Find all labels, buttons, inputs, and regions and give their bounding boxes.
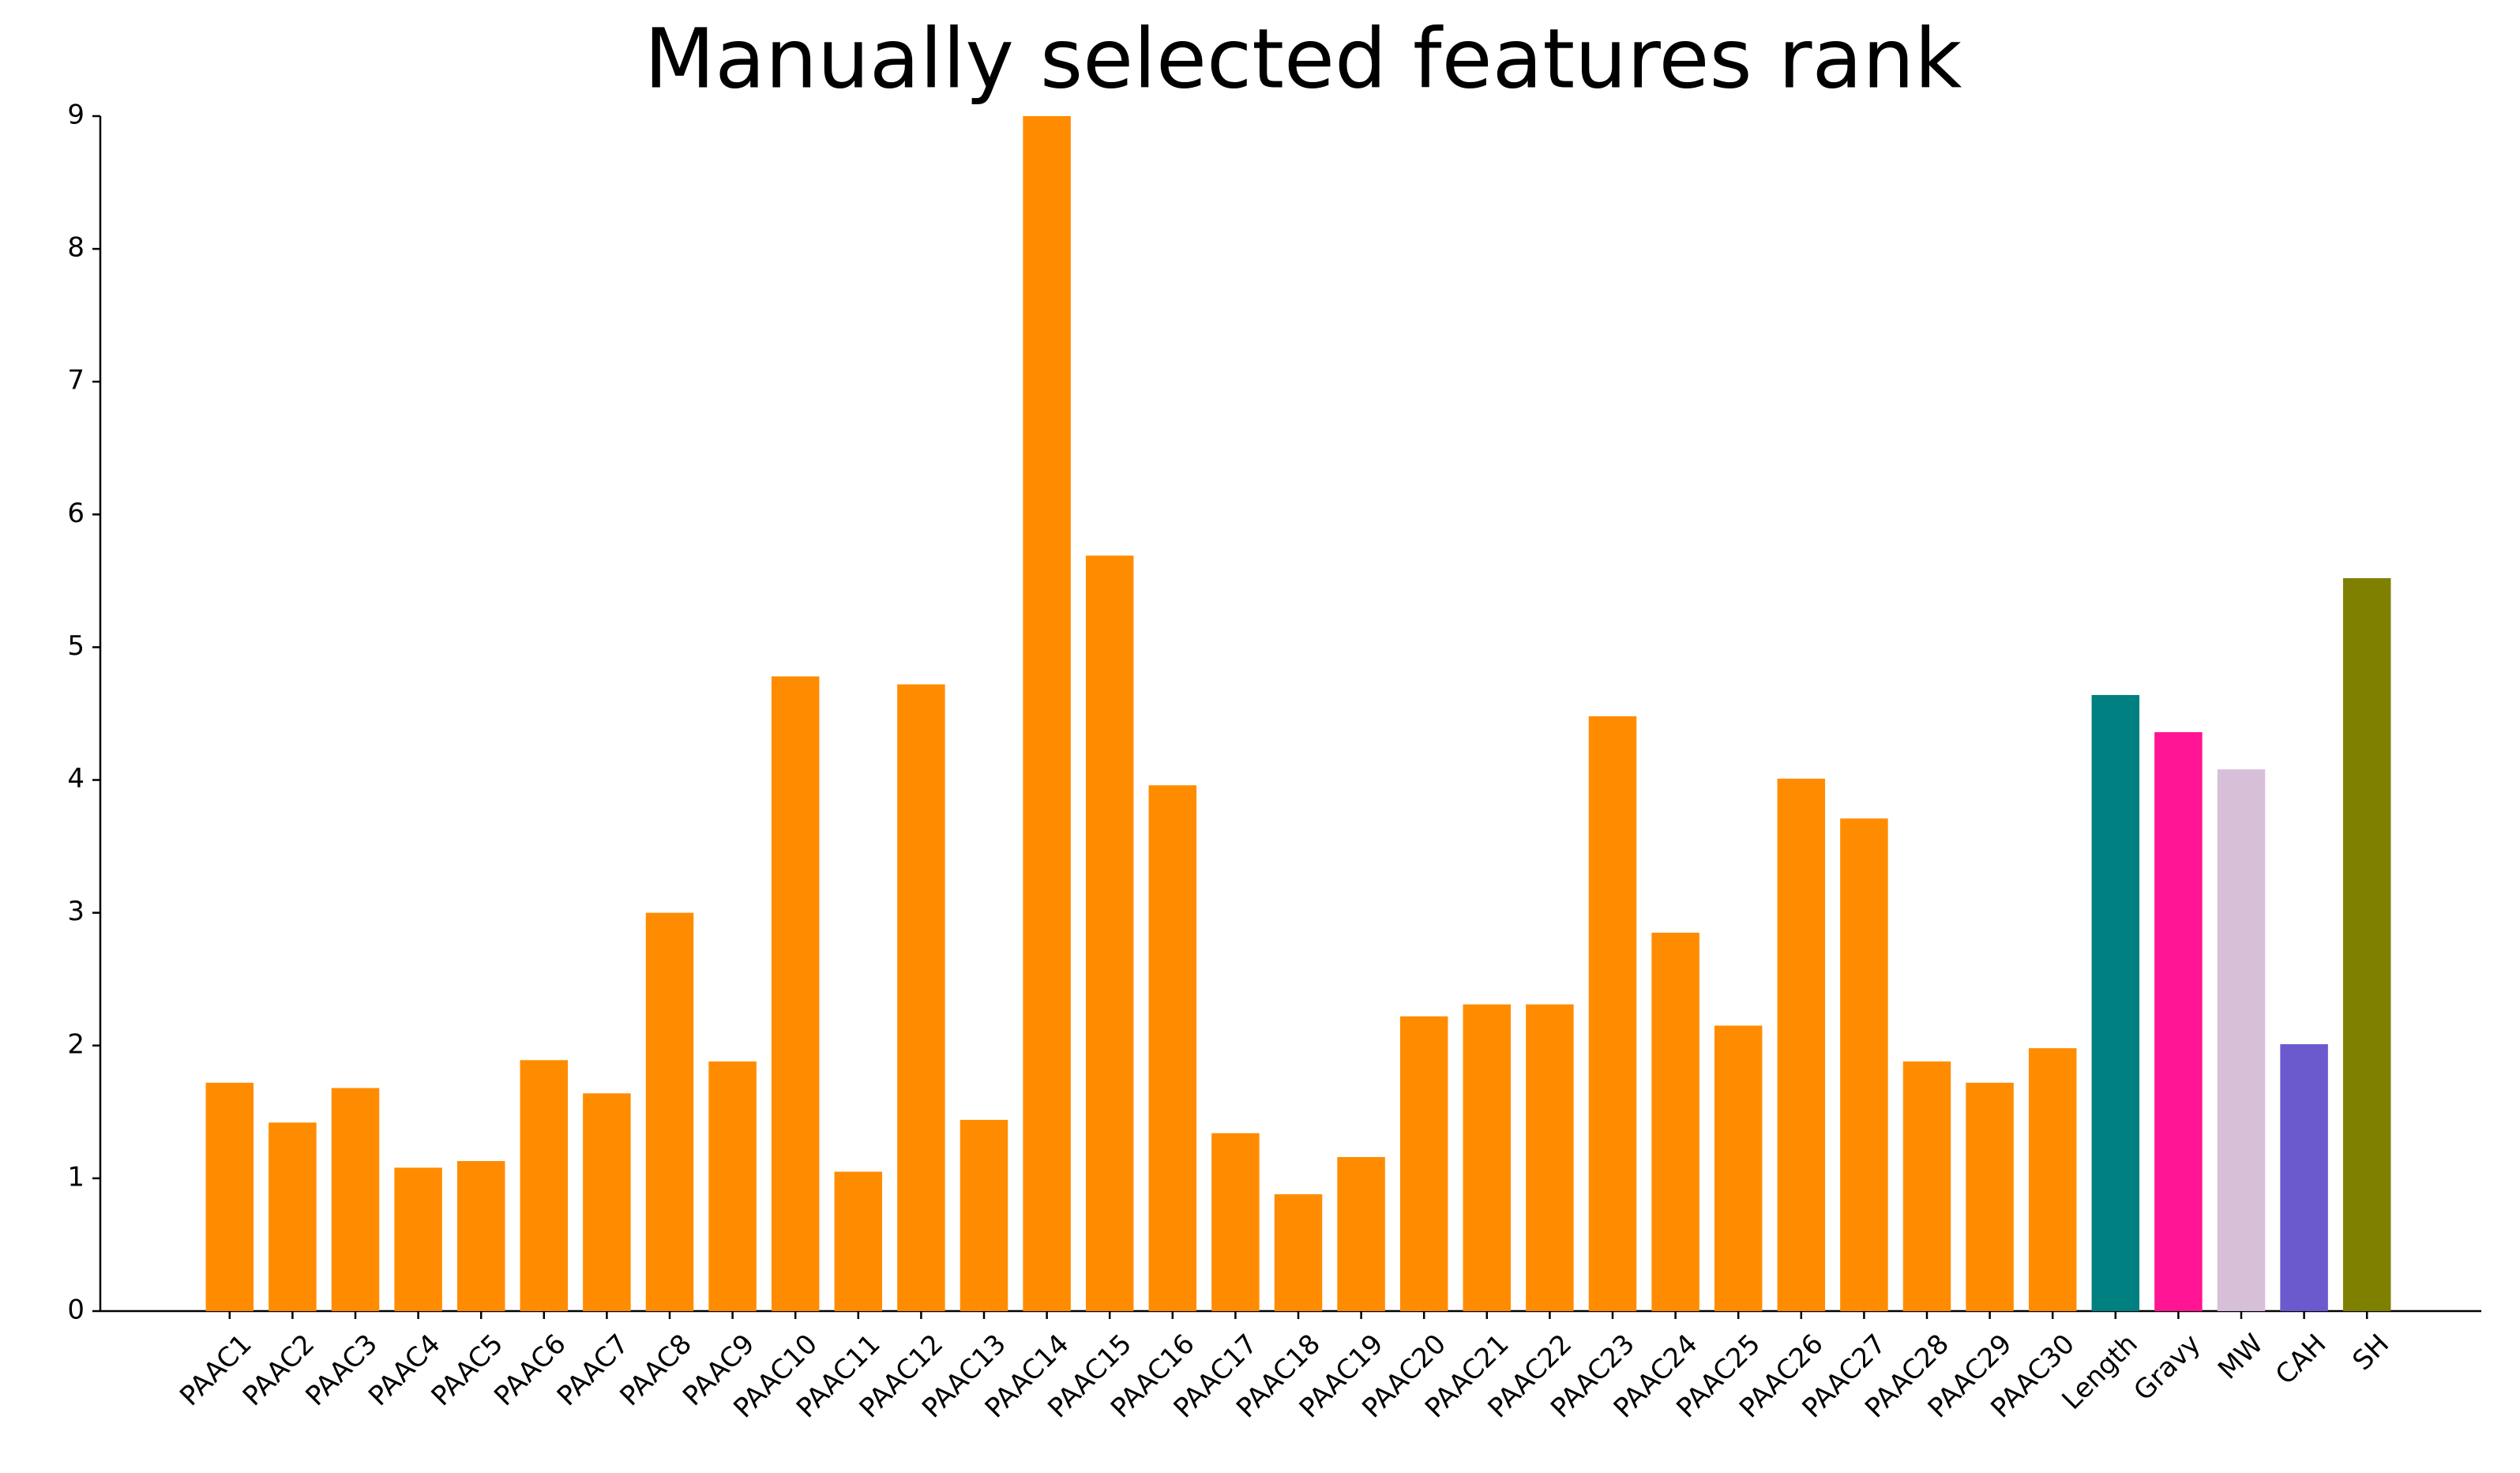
bar: [1148, 785, 1197, 1311]
bar: [2091, 694, 2140, 1311]
bar: [1526, 1004, 1574, 1311]
bar: [1714, 1025, 1763, 1311]
x-tick-label: PAAC6: [488, 1328, 572, 1412]
bar: [1399, 1016, 1448, 1311]
bar: [1777, 778, 1826, 1311]
y-tick-label: 5: [67, 630, 85, 662]
bar: [1588, 716, 1637, 1311]
x-tick-label: PAAC7: [551, 1328, 635, 1412]
x-tick-label: PAAC1: [174, 1328, 257, 1412]
bar: [834, 1171, 883, 1311]
y-tick-label: 4: [67, 763, 85, 795]
bar: [1966, 1082, 2014, 1311]
bar: [456, 1161, 505, 1311]
bar: [2342, 578, 2391, 1311]
bar: [2028, 1048, 2077, 1311]
bar: [1211, 1133, 1260, 1311]
y-tick-label: 1: [67, 1161, 85, 1193]
bar: [1085, 555, 1134, 1311]
bar: [331, 1088, 380, 1311]
y-tick-label: 3: [67, 896, 85, 927]
x-tick-label: Gravy: [2128, 1328, 2206, 1407]
bar: [708, 1061, 757, 1311]
bar: [1337, 1156, 1385, 1311]
y-tick-label: 9: [67, 100, 85, 131]
x-tick-label: PAAC5: [426, 1328, 509, 1412]
bar: [1463, 1004, 1512, 1311]
y-tick-label: 8: [67, 232, 85, 264]
bar: [1274, 1194, 1323, 1311]
bar: [2280, 1044, 2328, 1311]
chart-title: Manually selected features rank: [644, 10, 1962, 107]
x-tick-label: MW: [2212, 1328, 2270, 1386]
bar: [1023, 116, 1071, 1311]
bar: [269, 1122, 317, 1311]
x-tick-label: PAAC8: [614, 1328, 697, 1412]
bar: [1651, 932, 1699, 1311]
y-tick-label: 6: [67, 498, 85, 529]
x-tick-label: SH: [2346, 1328, 2395, 1377]
bar: [960, 1119, 1008, 1311]
y-tick-label: 2: [67, 1028, 85, 1060]
bar: [771, 676, 820, 1311]
bar: [1840, 818, 1888, 1311]
y-tick-label: 7: [67, 365, 85, 396]
bar: [583, 1093, 631, 1311]
bar: [2154, 732, 2203, 1311]
bar: [897, 684, 945, 1311]
bar: [2217, 769, 2266, 1311]
bar: [645, 912, 694, 1311]
x-tick-label: PAAC2: [237, 1328, 321, 1412]
x-tick-label: PAAC3: [299, 1328, 383, 1412]
bar: [1902, 1061, 1951, 1311]
bar: [205, 1082, 254, 1311]
x-tick-label: CAH: [2270, 1328, 2333, 1392]
y-tick-label: 0: [67, 1295, 85, 1326]
bar: [520, 1060, 569, 1311]
bar: [394, 1167, 442, 1311]
